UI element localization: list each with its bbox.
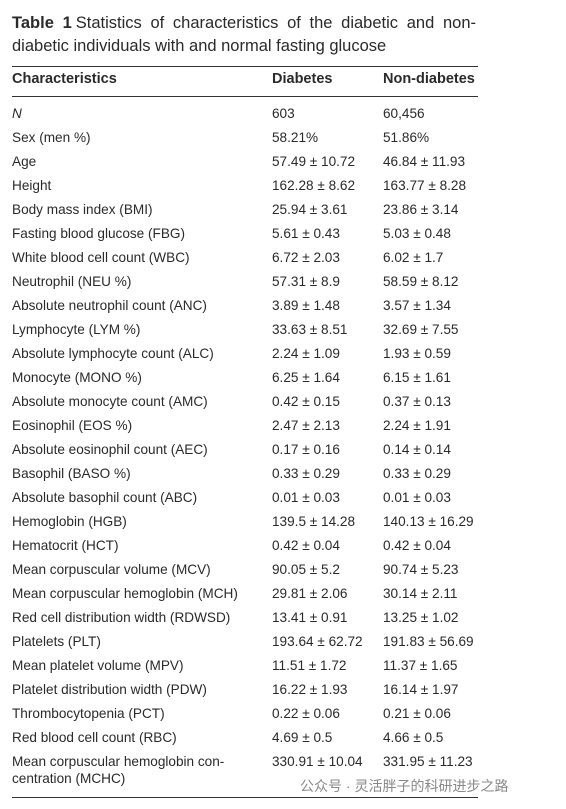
row-label: Monocyte (MONO %) <box>12 370 142 385</box>
value-cell: 0.01 ± 0.03 <box>272 490 340 505</box>
value-cell: 13.25 ± 1.02 <box>383 610 459 625</box>
value-cell: 33.63 ± 8.51 <box>272 322 348 337</box>
value-cell: 57.49 ± 10.72 <box>272 154 356 169</box>
row-label: Mean corpuscular hemoglobin (MCH) <box>12 586 238 601</box>
row-label: Mean corpuscular volume (MCV) <box>12 562 211 577</box>
value-cell: 0.21 ± 0.06 <box>383 706 451 721</box>
value-cell: 4.66 ± 0.5 <box>383 730 444 745</box>
caption-label: Table 1 <box>12 14 72 32</box>
value-cell: 140.13 ± 16.29 <box>383 514 474 529</box>
value-cell: 13.41 ± 0.91 <box>272 610 348 625</box>
row-label: Mean corpuscular hemoglobin con-centrati… <box>12 754 225 786</box>
value-cell: 0.42 ± 0.15 <box>272 394 340 409</box>
value-cell: 25.94 ± 3.61 <box>272 202 348 217</box>
row-label: Absolute lymphocyte count (ALC) <box>12 346 214 361</box>
row-label: Absolute basophil count (ABC) <box>12 490 198 505</box>
value-cell: 11.51 ± 1.72 <box>272 658 347 673</box>
value-cell: 0.42 ± 0.04 <box>272 538 340 553</box>
row-label: Thrombocytopenia (PCT) <box>12 706 165 721</box>
row-label: Body mass index (BMI) <box>12 202 153 217</box>
row-label: Eosinophil (EOS %) <box>12 418 133 433</box>
value-cell: 90.74 ± 5.23 <box>383 562 459 577</box>
value-cell: 5.61 ± 0.43 <box>272 226 340 241</box>
rule <box>12 797 478 798</box>
rule <box>12 96 478 97</box>
value-cell: 16.14 ± 1.97 <box>383 682 459 697</box>
value-cell: 0.22 ± 0.06 <box>272 706 340 721</box>
value-cell: 139.5 ± 14.28 <box>272 514 356 529</box>
value-cell: 6.15 ± 1.61 <box>383 370 451 385</box>
row-label: Fasting blood glucose (FBG) <box>12 226 186 241</box>
header-cell: Characteristics <box>12 71 117 87</box>
value-cell: 0.14 ± 0.14 <box>383 442 451 457</box>
value-cell: 0.17 ± 0.16 <box>272 442 340 457</box>
value-cell: 2.24 ± 1.09 <box>272 346 340 361</box>
caption-text: Statistics of characteristics of the dia… <box>12 14 476 55</box>
value-cell: 1.93 ± 0.59 <box>383 346 451 361</box>
row-label: Hematocrit (HCT) <box>12 538 119 553</box>
value-cell: 2.24 ± 1.91 <box>383 418 451 433</box>
row-label: N <box>12 106 22 121</box>
row-label: Neutrophil (NEU %) <box>12 274 132 289</box>
value-cell: 0.33 ± 0.29 <box>272 466 340 481</box>
value-cell: 16.22 ± 1.93 <box>272 682 348 697</box>
row-label: Basophil (BASO %) <box>12 466 131 481</box>
value-cell: 46.84 ± 11.93 <box>383 154 466 169</box>
row-label: Lymphocyte (LYM %) <box>12 322 141 337</box>
row-label: Absolute eosinophil count (AEC) <box>12 442 208 457</box>
value-cell: 23.86 ± 3.14 <box>383 202 459 217</box>
value-cell: 162.28 ± 8.62 <box>272 178 356 193</box>
row-label: Absolute monocyte count (AMC) <box>12 394 208 409</box>
row-label: Platelet distribution width (PDW) <box>12 682 207 697</box>
watermark: 公众号 · 灵活胖子的科研进步之路 <box>300 778 509 794</box>
row-label: Hemoglobin (HGB) <box>12 514 127 529</box>
value-cell: 6.25 ± 1.64 <box>272 370 340 385</box>
row-label: Age <box>12 154 37 169</box>
value-cell: 603 <box>272 106 295 121</box>
rule <box>12 66 478 67</box>
value-cell: 3.89 ± 1.48 <box>272 298 340 313</box>
row-label: Red cell distribution width (RDWSD) <box>12 610 231 625</box>
row-label: Absolute neutrophil count (ANC) <box>12 298 207 313</box>
row-label: Height <box>12 178 52 193</box>
value-cell: 0.33 ± 0.29 <box>383 466 451 481</box>
value-cell: 58.59 ± 8.12 <box>383 274 459 289</box>
row-label: Red blood cell count (RBC) <box>12 730 177 745</box>
value-cell: 51.86% <box>383 130 430 145</box>
value-cell: 0.42 ± 0.04 <box>383 538 451 553</box>
value-cell: 4.69 ± 0.5 <box>272 730 333 745</box>
value-cell: 193.64 ± 62.72 <box>272 634 363 649</box>
value-cell: 29.81 ± 2.06 <box>272 586 348 601</box>
value-cell: 0.01 ± 0.03 <box>383 490 451 505</box>
value-cell: 11.37 ± 1.65 <box>383 658 458 673</box>
value-cell: 163.77 ± 8.28 <box>383 178 467 193</box>
value-cell: 57.31 ± 8.9 <box>272 274 340 289</box>
value-cell: 6.72 ± 2.03 <box>272 250 340 265</box>
header-cell: Non-diabetes <box>383 71 475 87</box>
value-cell: 191.83 ± 56.69 <box>383 634 474 649</box>
value-cell: 331.95 ± 11.23 <box>383 754 473 769</box>
row-label: White blood cell count (WBC) <box>12 250 190 265</box>
value-cell: 60,456 <box>383 106 425 121</box>
row-label: Sex (men %) <box>12 130 91 145</box>
row-label: Mean platelet volume (MPV) <box>12 658 184 673</box>
caption: Table 1 Statistics of characteristics of … <box>12 12 476 58</box>
value-cell: 5.03 ± 0.48 <box>383 226 451 241</box>
value-cell: 6.02 ± 1.7 <box>383 250 444 265</box>
value-cell: 2.47 ± 2.13 <box>272 418 340 433</box>
value-cell: 0.37 ± 0.13 <box>383 394 451 409</box>
value-cell: 30.14 ± 2.11 <box>383 586 458 601</box>
value-cell: 3.57 ± 1.34 <box>383 298 451 313</box>
value-cell: 90.05 ± 5.2 <box>272 562 340 577</box>
value-cell: 58.21% <box>272 130 319 145</box>
row-label: Platelets (PLT) <box>12 634 101 649</box>
header-cell: Diabetes <box>272 71 333 87</box>
value-cell: 32.69 ± 7.55 <box>383 322 459 337</box>
value-cell: 330.91 ± 10.04 <box>272 754 363 769</box>
